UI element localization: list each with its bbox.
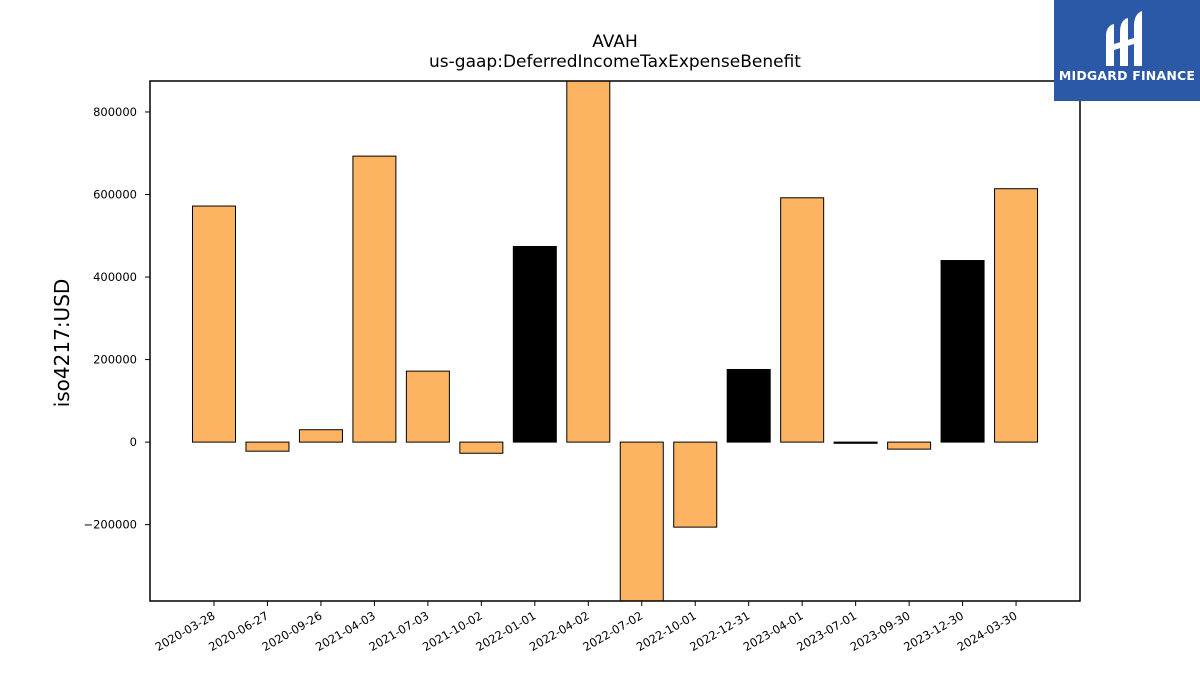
bar-2022-04-02: [566, 81, 611, 443]
bar-2020-03-28: [192, 205, 236, 443]
y-tick-label: 800000: [93, 105, 137, 119]
y-tick-label: 600000: [93, 187, 137, 201]
brand-logo: MIDGARD FINANCE: [1054, 0, 1200, 101]
bar-2020-09-26: [298, 429, 343, 443]
y-tick-label: 200000: [93, 353, 137, 367]
x-tick-label: 2020-03-28: [153, 608, 218, 654]
bar-2023-12-30: [940, 260, 985, 443]
x-tick-label: 2022-10-01: [634, 608, 699, 654]
x-tick-label: 2024-03-30: [955, 608, 1020, 654]
chart-title: AVAH: [592, 32, 638, 52]
x-tick-label: 2021-04-03: [313, 608, 378, 654]
x-tick-label: 2023-04-01: [741, 608, 806, 654]
x-tick-label: 2022-07-02: [580, 608, 645, 654]
x-tick-label: 2020-09-26: [260, 608, 325, 654]
x-tick-label: 2020-06-27: [206, 608, 271, 654]
bar-2024-03-30: [994, 188, 1039, 443]
bar-2022-12-31: [726, 368, 771, 443]
bar-2021-04-03: [352, 155, 397, 443]
x-tick-label: 2022-04-02: [527, 608, 592, 654]
bar-2021-07-03: [405, 370, 450, 443]
logo-text: MIDGARD FINANCE: [1058, 68, 1196, 83]
plot-frame: [149, 80, 1081, 602]
x-tick-label: 2023-09-30: [848, 608, 913, 654]
bar-2023-07-01: [833, 441, 878, 444]
bar-2023-09-30: [887, 441, 932, 450]
bar-2021-10-02: [459, 441, 504, 454]
bar-2022-10-01: [673, 441, 718, 528]
bar-2020-06-27: [245, 441, 290, 452]
x-tick-label: 2023-12-30: [901, 608, 966, 654]
bar-2022-01-01: [512, 245, 557, 443]
x-tick-label: 2021-07-03: [366, 608, 431, 654]
y-tick-label: −200000: [83, 518, 137, 532]
chart-subtitle: us-gaap:DeferredIncomeTaxExpenseBenefit: [429, 52, 801, 72]
bars-group: [192, 81, 1039, 601]
logo-mark-icon: [1106, 11, 1142, 66]
x-tick-label: 2022-12-31: [687, 608, 752, 654]
x-tick-label: 2022-01-01: [473, 608, 538, 654]
bar-2022-07-02: [619, 441, 664, 601]
y-axis-label: iso4217:USD: [50, 278, 74, 408]
x-tick-label: 2021-10-02: [420, 608, 485, 654]
y-tick-label: 400000: [93, 270, 137, 284]
x-tick-label: 2023-07-01: [794, 608, 859, 654]
bar-2023-04-01: [780, 197, 825, 443]
y-tick-label: 0: [130, 435, 137, 449]
